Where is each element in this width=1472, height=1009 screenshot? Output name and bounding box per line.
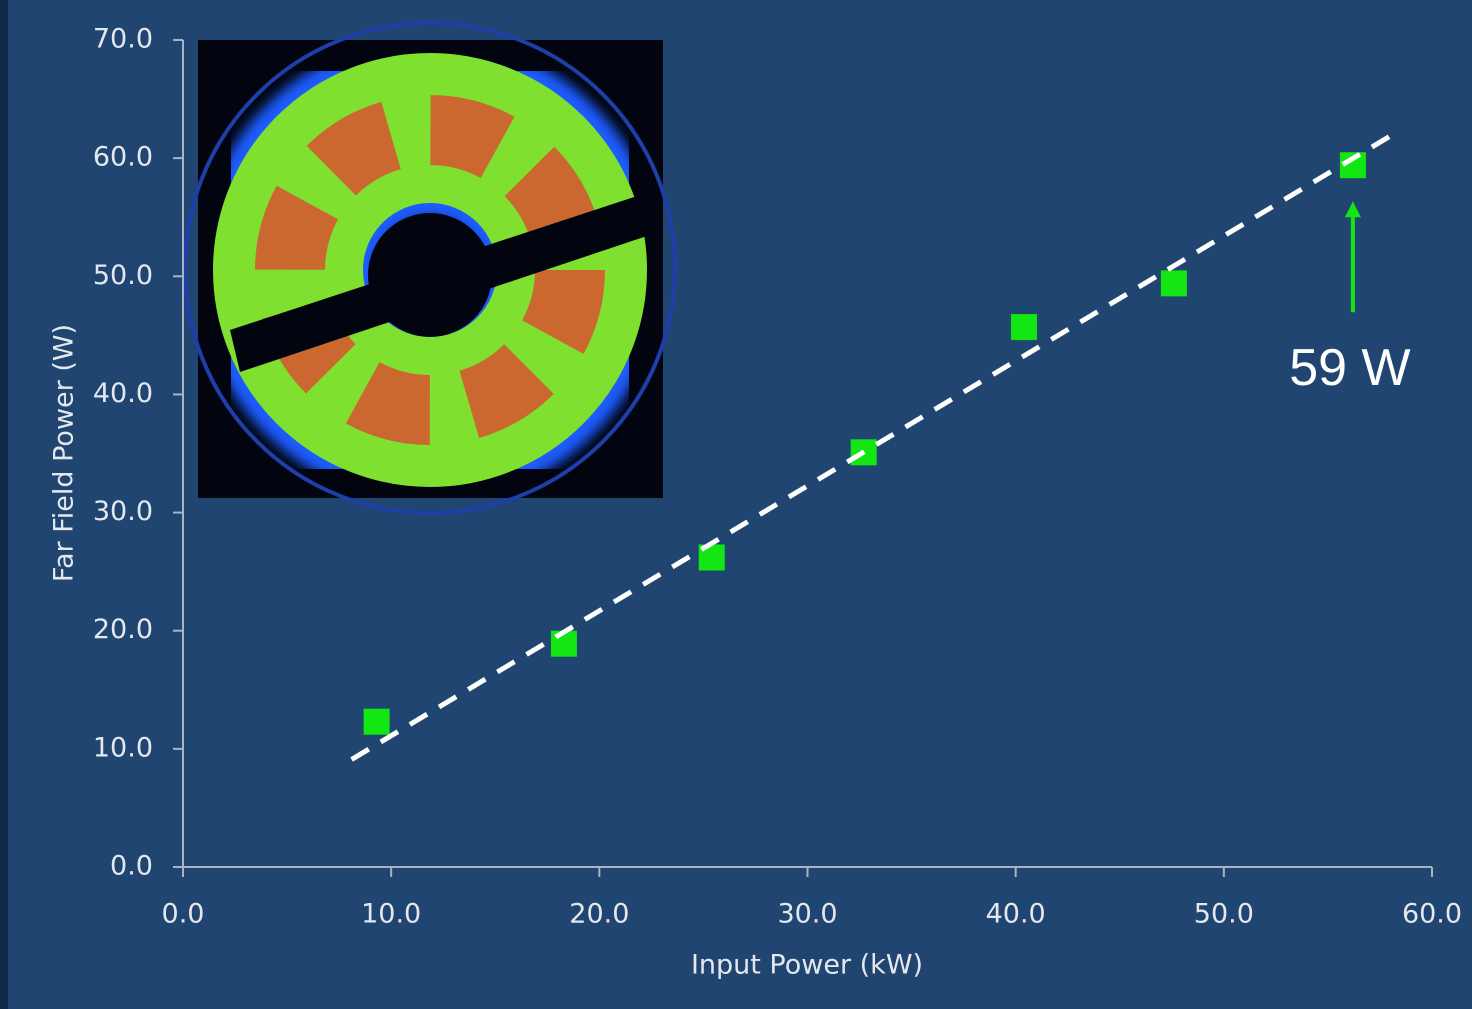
x-tick-label: 50.0 [1194,899,1254,930]
y-tick-label: 50.0 [93,260,153,291]
y-tick-label: 70.0 [93,24,153,55]
y-axis-title: Far Field Power (W) [49,324,80,582]
frame-edge [0,0,8,1009]
x-axis-title: Input Power (kW) [691,950,923,981]
point [1011,314,1037,340]
x-tick-label: 0.0 [162,899,205,930]
point [1161,270,1187,296]
chart: Far Field Power (W) Input Power (kW) 0.0… [0,0,1472,1009]
y-tick-label: 20.0 [93,614,153,645]
x-tick-label: 10.0 [361,899,421,930]
y-tick-label: 30.0 [93,496,153,527]
point [364,709,390,735]
inset-image [185,23,675,513]
y-tick-label: 0.0 [110,851,153,882]
x-tick-label: 60.0 [1402,899,1462,930]
x-tick-label: 40.0 [986,899,1046,930]
y-tick-label: 10.0 [93,732,153,763]
x-tick-label: 30.0 [777,899,837,930]
y-tick-label: 60.0 [93,142,153,173]
x-tick-label: 20.0 [569,899,629,930]
annotation: 59 W [1289,339,1410,397]
y-tick-label: 40.0 [93,378,153,409]
